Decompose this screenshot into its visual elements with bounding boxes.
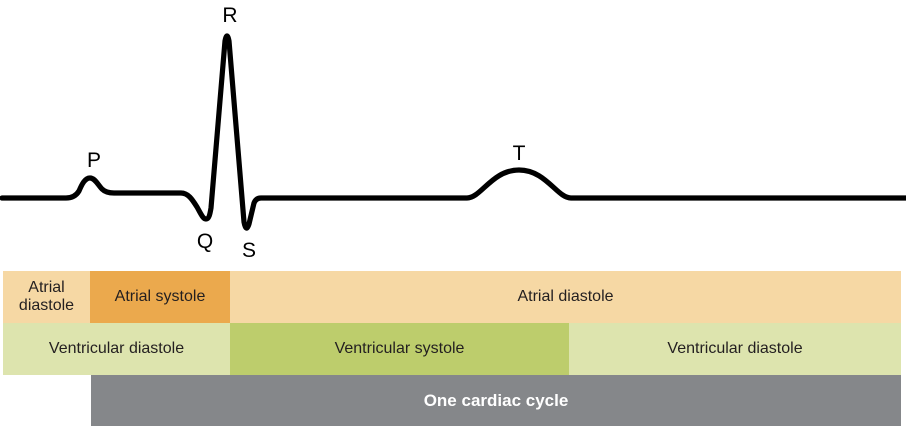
one-cardiac-cycle-segment: One cardiac cycle — [91, 375, 901, 426]
atrial-diastole-segment-left: Atrial diastole — [3, 271, 90, 323]
segment-label: Ventricular diastole — [667, 339, 803, 357]
atrial-phase-bar: Atrial diastole Atrial systole Atrial di… — [3, 271, 901, 323]
ventricular-diastole-segment-left: Ventricular diastole — [3, 323, 230, 375]
segment-label: One cardiac cycle — [423, 390, 569, 410]
q-wave-label: Q — [197, 230, 213, 253]
t-wave-label: T — [513, 142, 526, 165]
p-wave-label: P — [87, 149, 101, 172]
atrial-systole-segment: Atrial systole — [90, 271, 230, 323]
ecg-trace — [0, 33, 906, 231]
atrial-diastole-segment-right: Atrial diastole — [230, 271, 901, 323]
ventricular-diastole-segment-right: Ventricular diastole — [569, 323, 901, 375]
r-wave-label: R — [222, 4, 237, 27]
cardiac-cycle-bar: One cardiac cycle — [91, 375, 901, 426]
ventricular-phase-bar: Ventricular diastole Ventricular systole… — [3, 323, 901, 375]
segment-label: Atrial systole — [114, 287, 206, 305]
segment-label: Ventricular systole — [334, 339, 465, 357]
segment-label: Atrial diastole — [517, 287, 614, 305]
ecg-waveform: P R Q S T — [0, 4, 906, 262]
ventricular-systole-segment: Ventricular systole — [230, 323, 569, 375]
segment-label: Ventricular diastole — [48, 339, 185, 357]
s-wave-label: S — [242, 239, 256, 262]
segment-label: Atrial diastole — [18, 278, 75, 314]
